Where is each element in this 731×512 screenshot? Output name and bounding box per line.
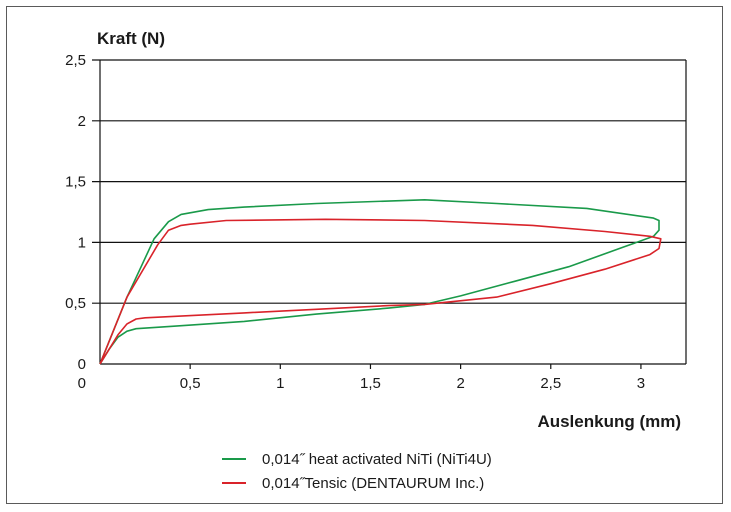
legend-item-niti4u: 0,014˝ heat activated NiTi (NiTi4U) [222,447,492,471]
x-tick-label: 0 [78,375,86,392]
x-tick-label: 3 [637,375,645,392]
x-tick-label: 1 [276,375,284,392]
y-tick-label: 2,5 [65,52,86,69]
y-tick-label: 1,5 [65,174,86,191]
legend-swatch [222,458,246,460]
series-line-niti4u [99,199,660,365]
series-line-tensic [99,218,662,365]
x-tick-label: 2,5 [540,375,561,392]
y-tick-label: 0,5 [65,295,86,312]
axes [99,60,687,369]
legend-swatch [222,482,246,484]
x-tick-label: 1,5 [360,375,381,392]
x-tick-label: 2 [456,375,464,392]
legend-label: 0,014˝ heat activated NiTi (NiTi4U) [262,450,492,468]
legend-label: 0,014˝Tensic (DENTAURUM Inc.) [262,474,485,492]
y-axis-label: Kraft (N) [97,29,165,48]
grid-lines [92,59,686,304]
x-axis-label: Auslenkung (mm) [537,412,681,431]
legend-item-tensic: 0,014˝Tensic (DENTAURUM Inc.) [222,471,492,495]
y-tick-label: 2 [78,113,86,130]
y-tick-label: 0 [78,356,86,373]
y-tick-label: 1 [78,234,86,251]
tick-labels: 0 0,5 1 1,5 2 2,5 0 0,5 1 1,5 2 2,5 3 [65,52,645,392]
legend: 0,014˝ heat activated NiTi (NiTi4U) 0,01… [222,447,492,495]
x-tick-label: 0,5 [180,375,201,392]
series-lines [99,199,662,365]
